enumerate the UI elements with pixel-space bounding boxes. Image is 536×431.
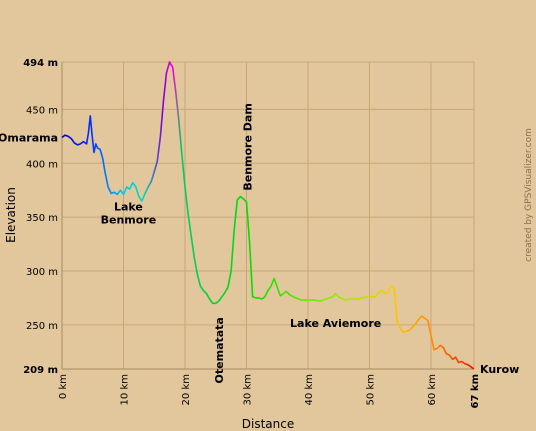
y-tick-label: 350 m [26,213,58,224]
waypoint-label: Lake [114,200,143,213]
y-tick-label: 250 m [26,321,58,332]
waypoint-label: Kurow [480,363,519,376]
x-tick-label: 30 km [242,374,253,405]
grid-lines [62,62,474,369]
elevation-series-line [61,61,475,370]
waypoint-label: Lake Aviemore [290,317,381,330]
waypoint-label: Benmore Dam [241,103,254,190]
x-tick-label: 50 km [365,374,376,405]
tick-labels: 494 m 450 m 400 m 350 m 300 m 250 m 209 m0 km 1… [23,58,481,408]
x-tick-label: 40 km [304,374,315,405]
y-tick-label: 400 m [26,159,58,170]
x-tick-label: 20 km [181,374,192,405]
y-tick-label: 494 m [23,58,58,69]
y-axis-label: Elevation [4,187,18,243]
x-axis-label: Distance [242,417,294,431]
series-layer [61,61,475,370]
x-tick-label: 0 km [58,374,69,399]
waypoint-label: Otematata [213,317,226,383]
axes [61,61,475,370]
x-tick-label: 67 km [470,374,481,408]
credit-text: created by GPSVisualizer.com [524,128,534,262]
x-tick-label: 10 km [119,374,130,405]
x-tick-label: 60 km [427,374,438,405]
y-tick-label: 450 m [26,105,58,116]
y-tick-label: 300 m [26,267,58,278]
waypoint-label: Benmore [101,213,157,226]
y-tick-label: 209 m [23,365,58,376]
waypoint-label: Omarama [0,131,58,144]
